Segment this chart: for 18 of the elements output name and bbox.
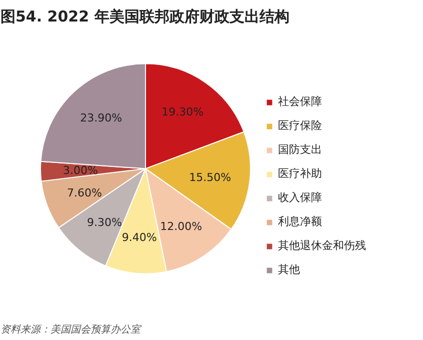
- data-label: 7.60%: [67, 186, 102, 200]
- legend-label: 社会保障: [278, 94, 322, 109]
- data-label: 15.50%: [189, 171, 232, 184]
- data-label: 9.40%: [122, 231, 157, 244]
- chart-title: 图54. 2022 年美国联邦政府财政支出结构: [0, 8, 290, 26]
- data-label: 12.00%: [160, 220, 202, 234]
- legend-label: 其他退休金和伤残: [278, 238, 366, 253]
- legend-label: 收入保障: [278, 190, 322, 205]
- legend-label: 医疗保险: [278, 118, 322, 133]
- legend-label: 医疗补助: [278, 166, 322, 181]
- legend-label: 利息净额: [278, 214, 322, 229]
- data-label: 9.30%: [87, 216, 122, 229]
- legend-label: 国防支出: [278, 142, 322, 157]
- data-label: 23.90%: [80, 112, 122, 125]
- text: 资料来源：美国国会预算办公室: [0, 324, 142, 336]
- data-label: 3.00%: [62, 164, 98, 177]
- data-label: 19.30%: [162, 105, 204, 118]
- legend-label: 其他: [278, 262, 300, 277]
